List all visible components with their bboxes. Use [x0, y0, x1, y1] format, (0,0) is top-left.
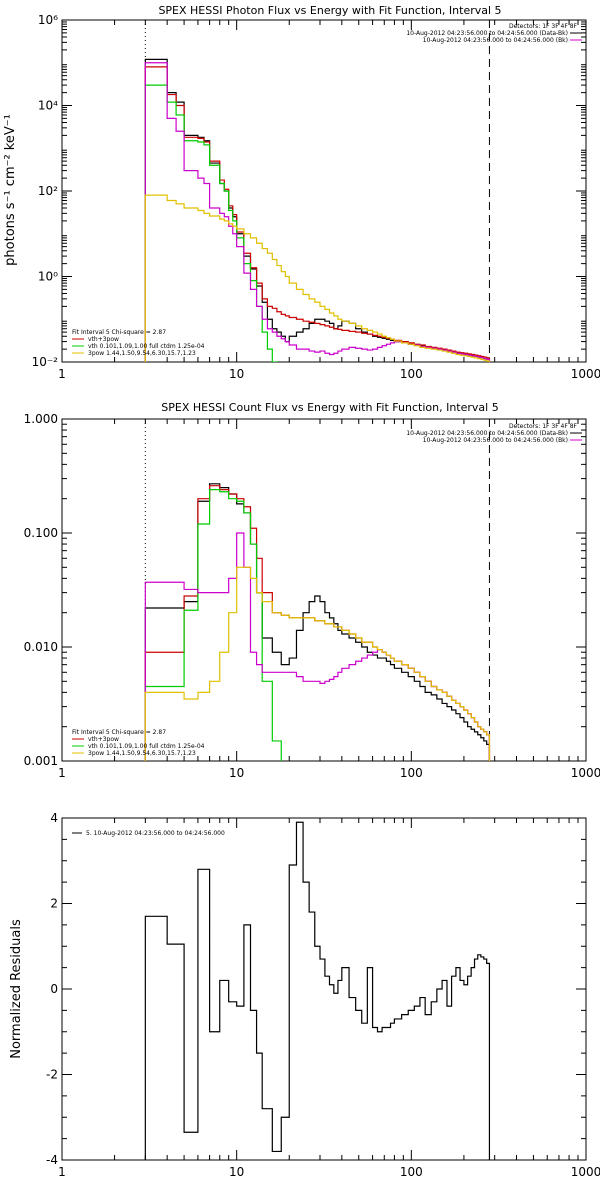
x-tick-label: 100 [400, 1165, 423, 1179]
series-line-0 [144, 483, 491, 761]
legend-bottom: Fit Interval 5 Chi-square = 2.87 vth+3po… [72, 329, 205, 357]
x-tick-label: 1000 [571, 1165, 600, 1179]
series-line-2 [144, 489, 282, 761]
legend: 5. 10-Aug-2012 04:23:56.000 to 04:24:56.… [72, 830, 225, 837]
x-tick-label: 10 [229, 1165, 244, 1179]
x-tick-label: 100 [400, 367, 423, 381]
plot-frame [61, 19, 587, 363]
legend-bottom: Fit Interval 5 Chi-square = 2.87 vth+3po… [72, 729, 205, 757]
y-tick-label: 10² [38, 184, 58, 198]
y-tick-label: 1.000 [24, 412, 58, 426]
legend-bk: 10-Aug-2012 04:23:56.000 to 04:24:56.000… [423, 437, 568, 444]
x-tick-label: 10 [229, 766, 244, 780]
x-tick-label: 1000 [571, 766, 600, 780]
legend-top: Detectors: 1F 3F 4F 8F 10-Aug-2012 04:23… [406, 423, 582, 444]
legend-data-bk: 10-Aug-2012 04:23:56.000 to 04:24:56.000… [406, 430, 568, 437]
y-tick-label: 0.001 [24, 754, 58, 768]
legend-fit-3: 3pow 1.44,1.50,9.54,6.30,15.7,1.23 [88, 350, 196, 357]
x-tick-label: 100 [400, 766, 423, 780]
axis-ticks: 1 10 100 1000 10⁻² 10⁰ 10² 10⁴ 10⁶ [32, 13, 600, 381]
chart-title: SPEX HESSI Count Flux vs Energy with Fit… [161, 401, 498, 414]
y-axis-label: photons s⁻¹ cm⁻² keV⁻¹ [3, 114, 18, 266]
series-group [144, 419, 491, 761]
plot-frame [61, 418, 587, 762]
count-flux-panel: SPEX HESSI Count Flux vs Energy with Fit… [24, 401, 600, 780]
y-tick-label: -2 [46, 1068, 58, 1082]
series-line-2 [144, 84, 278, 362]
y-tick-label: 4 [50, 811, 58, 825]
series-line-4 [144, 566, 491, 761]
axis-ticks: 1 10 100 1000 -4 -2 0 2 4 [46, 811, 600, 1179]
series-line-0 [144, 821, 491, 1160]
legend-fit-title: Fit Interval 5 Chi-square = 2.87 [72, 329, 166, 336]
legend-fit-1: vth+3pow [88, 736, 119, 743]
photon-flux-panel: SPEX HESSI Photon Flux vs Energy with Fi… [3, 4, 600, 381]
legend-fit-1: vth+3pow [88, 336, 119, 343]
y-axis-label: Normalized Residuals [9, 919, 24, 1059]
legend-fit-2: vth 0.101,1.09,1.00 full ctdm 1.25e-04 [88, 343, 205, 350]
chart-title: SPEX HESSI Photon Flux vs Energy with Fi… [158, 4, 501, 17]
x-tick-label: 1 [58, 766, 66, 780]
y-tick-label: 0 [50, 982, 58, 996]
x-tick-label: 1000 [571, 367, 600, 381]
series-group [144, 20, 491, 362]
x-tick-label: 10 [229, 367, 244, 381]
legend-label: 5. 10-Aug-2012 04:23:56.000 to 04:24:56.… [86, 830, 225, 837]
y-tick-label: 0.100 [24, 526, 58, 540]
y-tick-label: 10⁶ [38, 13, 58, 27]
y-tick-label: 0.010 [24, 640, 58, 654]
y-tick-label: 10⁰ [38, 270, 58, 284]
x-tick-label: 1 [58, 367, 66, 381]
y-tick-label: 10⁻² [32, 355, 59, 369]
y-tick-label: -4 [46, 1153, 58, 1167]
y-tick-label: 2 [50, 897, 58, 911]
legend-detectors: Detectors: 1F 3F 4F 8F [509, 23, 578, 30]
series-line-3 [144, 62, 491, 362]
series-line-1 [144, 485, 491, 761]
axis-ticks: 1 10 100 1000 0.001 0.010 0.100 1.000 [24, 412, 600, 780]
series-group [144, 821, 491, 1160]
y-tick-label: 10⁴ [38, 99, 58, 113]
residuals-panel: Normalized Residuals 1 10 100 1000 -4 -2 0 2 4 5… [9, 811, 600, 1179]
x-tick-label: 1 [58, 1165, 66, 1179]
legend-fit-2: vth 0.101,1.09,1.00 full ctdm 1.25e-04 [88, 743, 205, 750]
plot-frame [61, 817, 587, 1161]
legend-fit-title: Fit Interval 5 Chi-square = 2.87 [72, 729, 166, 736]
legend-data-bk: 10-Aug-2012 04:23:56.000 to 04:24:56.000… [406, 30, 568, 37]
legend-detectors: Detectors: 1F 3F 4F 8F [509, 423, 578, 430]
series-line-4 [144, 194, 491, 362]
legend-bk: 10-Aug-2012 04:23:56.000 to 04:24:56.000… [423, 37, 568, 44]
legend-fit-3: 3pow 1.44,1.50,9.54,6.30,15.7,1.23 [88, 750, 196, 757]
legend-top: Detectors: 1F 3F 4F 8F 10-Aug-2012 04:23… [406, 23, 582, 44]
